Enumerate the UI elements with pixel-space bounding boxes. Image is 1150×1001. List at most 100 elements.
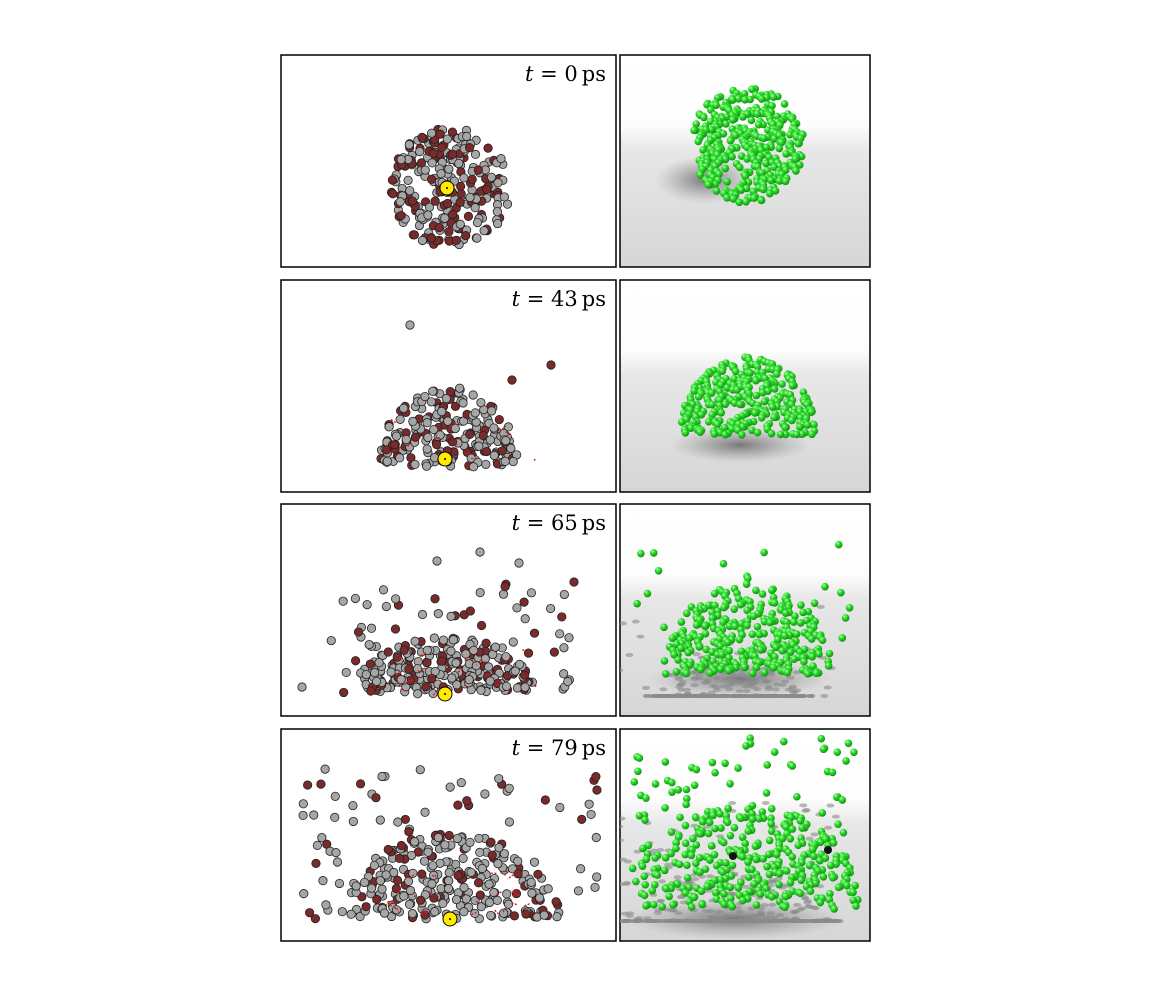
neutral-atom bbox=[410, 636, 420, 646]
green-atom bbox=[767, 176, 775, 185]
atom-shadow bbox=[654, 694, 663, 698]
green-atom bbox=[757, 196, 766, 205]
green-atom bbox=[768, 893, 776, 901]
atom-shadow bbox=[674, 911, 683, 916]
green-atom bbox=[712, 861, 721, 870]
green-atom bbox=[651, 854, 659, 862]
green-atom bbox=[690, 781, 699, 790]
neutral-atom bbox=[564, 633, 574, 643]
green-atom bbox=[668, 634, 677, 643]
ion-atom bbox=[316, 779, 326, 789]
neutral-atom bbox=[461, 894, 471, 904]
atom-shadow bbox=[625, 653, 634, 658]
green-atom bbox=[775, 869, 784, 878]
green-atom bbox=[744, 858, 752, 866]
green-atom bbox=[677, 644, 685, 653]
atom-shadow bbox=[785, 694, 794, 698]
green-atom bbox=[661, 854, 670, 862]
trajectory-trace bbox=[407, 441, 413, 448]
ion-atom bbox=[392, 875, 403, 885]
green-atom bbox=[762, 789, 771, 797]
ion-atom bbox=[437, 142, 447, 153]
neutral-atom bbox=[440, 840, 450, 850]
green-atom bbox=[711, 768, 719, 777]
atom-shadow bbox=[688, 694, 697, 698]
ion-atom bbox=[416, 158, 427, 168]
green-atom bbox=[699, 146, 707, 154]
ion-atom bbox=[533, 869, 543, 879]
neutral-atom bbox=[476, 902, 486, 912]
neutral-atom bbox=[474, 833, 484, 844]
ion-atom bbox=[426, 233, 437, 243]
green-atom bbox=[734, 764, 742, 772]
green-atom bbox=[726, 883, 735, 892]
trajectory-trace bbox=[474, 899, 479, 903]
green-atom bbox=[723, 178, 732, 186]
trajectory-trace bbox=[458, 436, 462, 441]
green-atom bbox=[744, 827, 752, 835]
atom-shadow bbox=[642, 685, 651, 690]
ion-atom bbox=[396, 840, 406, 851]
green-atom bbox=[634, 767, 642, 776]
green-atom bbox=[724, 804, 732, 813]
atom-shadow bbox=[620, 816, 626, 821]
neutral-atom bbox=[427, 128, 437, 138]
neutral-atom bbox=[464, 675, 474, 685]
ion-atom bbox=[417, 869, 427, 879]
green-atom bbox=[775, 177, 784, 185]
trajectory-trace bbox=[471, 911, 478, 916]
neutral-atom bbox=[512, 603, 522, 613]
green-atom bbox=[692, 621, 701, 629]
neutral-atom bbox=[514, 659, 525, 669]
neutral-atom bbox=[350, 593, 361, 604]
ion-atom bbox=[429, 893, 439, 903]
ion-atom bbox=[592, 785, 602, 795]
green-atom bbox=[773, 850, 781, 859]
green-atom bbox=[654, 566, 663, 575]
ion-atom bbox=[465, 606, 475, 616]
trajectory-trace bbox=[432, 690, 438, 697]
trajectory-trace bbox=[452, 420, 457, 425]
atom-shadow bbox=[636, 634, 645, 639]
green-atom bbox=[751, 409, 759, 417]
neutral-atom bbox=[489, 423, 499, 433]
green-atom bbox=[701, 629, 710, 638]
green-atom bbox=[758, 808, 767, 816]
ion-atom bbox=[447, 209, 458, 220]
neutral-atom bbox=[470, 149, 481, 159]
ion-atom bbox=[494, 414, 504, 425]
green-atom bbox=[681, 428, 690, 437]
green-atom bbox=[643, 589, 652, 598]
neutral-atom bbox=[484, 662, 494, 672]
green-atom bbox=[674, 656, 682, 664]
neutral-atom bbox=[443, 416, 453, 426]
green-atom bbox=[798, 430, 806, 439]
green-atom bbox=[850, 748, 858, 757]
green-atom bbox=[738, 833, 747, 842]
neutral-atom bbox=[392, 905, 402, 915]
neutral-atom bbox=[451, 894, 462, 905]
trajectory-trace bbox=[396, 907, 400, 913]
atom-shadow bbox=[623, 859, 632, 864]
green-atom bbox=[741, 172, 750, 180]
atom-shadow bbox=[770, 915, 779, 920]
green-atom bbox=[752, 376, 760, 385]
neutral-atom bbox=[546, 603, 556, 614]
green-atom bbox=[797, 876, 805, 885]
neutral-atom bbox=[465, 837, 475, 847]
neutral-atom bbox=[493, 178, 503, 188]
snapshot-row: t = 65 ps bbox=[280, 503, 871, 717]
atom-shadow bbox=[786, 675, 795, 680]
time-equals: = bbox=[520, 287, 551, 311]
ion-atom bbox=[462, 796, 472, 806]
ion-atom bbox=[509, 911, 520, 921]
trajectory-trace bbox=[399, 656, 404, 660]
neutral-atom bbox=[475, 587, 485, 598]
green-atom bbox=[715, 396, 724, 404]
green-atom bbox=[767, 429, 776, 438]
green-atom bbox=[668, 778, 676, 787]
green-atom bbox=[669, 901, 677, 909]
neutral-atom bbox=[555, 629, 565, 639]
ion-atom bbox=[540, 795, 550, 805]
neutral-atom bbox=[462, 131, 472, 141]
